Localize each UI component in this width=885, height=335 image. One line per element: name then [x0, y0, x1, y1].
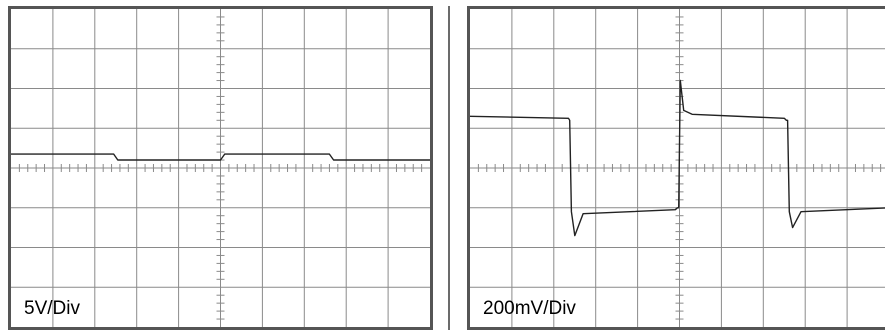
panel-divider [448, 6, 450, 330]
scope-screen-right: 200mV/Div [467, 6, 885, 330]
signal-trace [11, 153, 430, 161]
trace-layer [11, 153, 430, 161]
volts-per-div-label: 200mV/Div [483, 298, 576, 319]
signal-trace [469, 79, 885, 237]
scope-screen-left: 5V/Div [8, 6, 433, 330]
oscilloscope-panel-left: 5V/Div [8, 6, 433, 330]
graticule-center-ticks [18, 16, 423, 320]
graticule-grid [11, 9, 430, 327]
trace-layer [469, 79, 885, 237]
volts-per-div-label: 5V/Div [24, 298, 80, 319]
oscilloscope-panel-right: 200mV/Div [467, 6, 885, 330]
